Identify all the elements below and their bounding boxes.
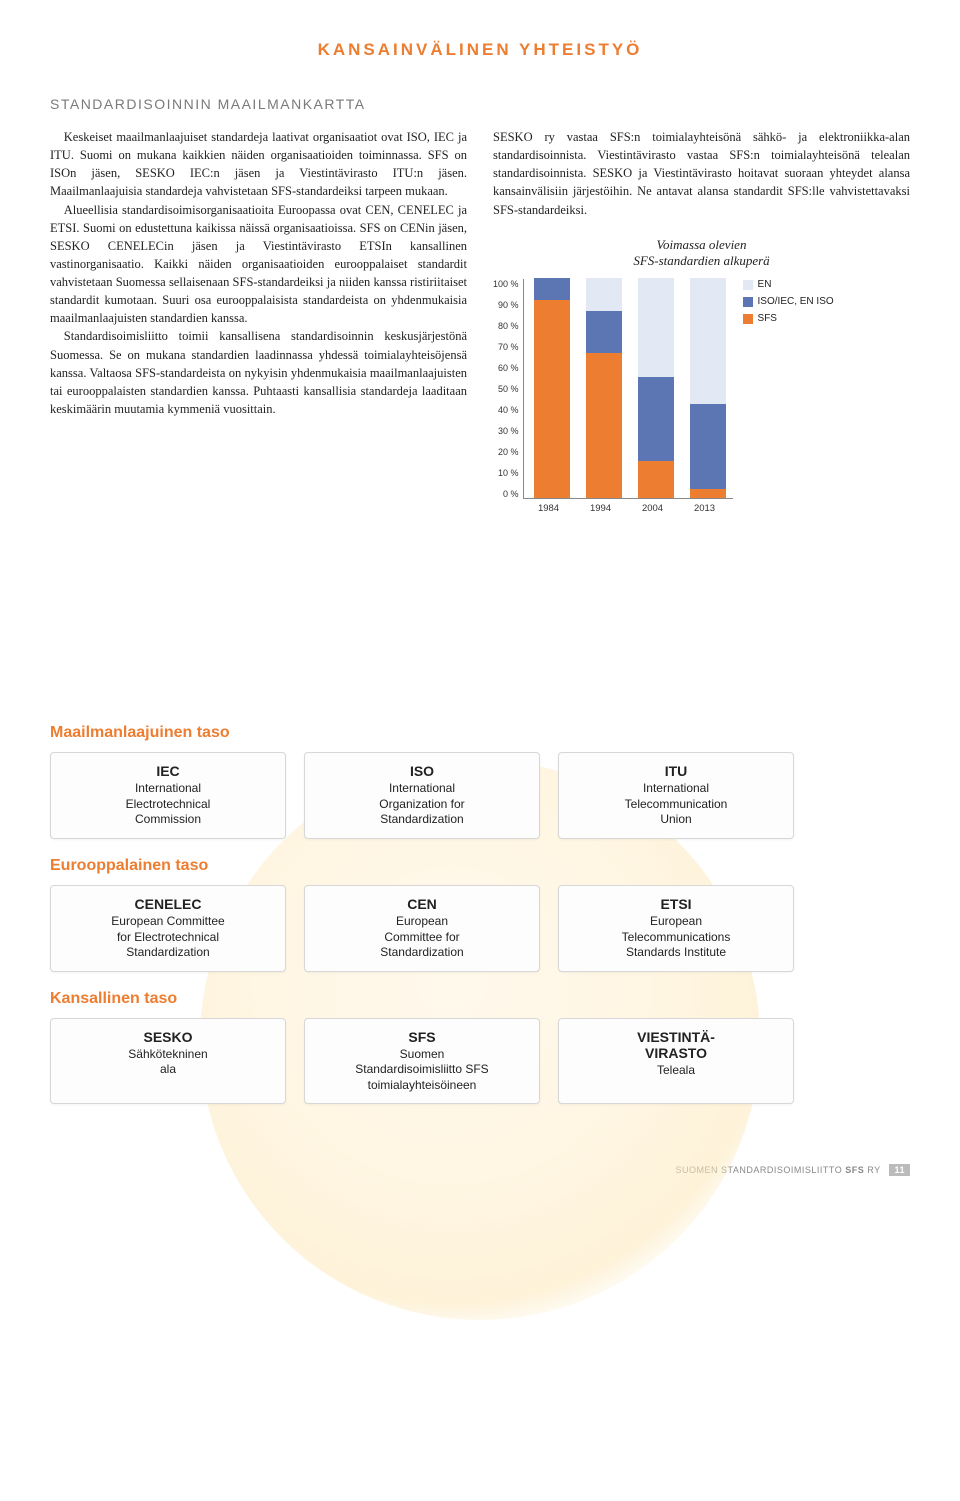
y-tick: 40 % xyxy=(498,405,519,415)
org-name: SESKO xyxy=(59,1029,277,1045)
y-axis: 100 % 90 % 80 % 70 % 60 % 50 % 40 % 30 % 20 % 10 … xyxy=(493,279,523,499)
level-title: Maailmanlaajuinen taso xyxy=(50,724,910,742)
y-tick: 90 % xyxy=(498,300,519,310)
org-name: CENELEC xyxy=(59,896,277,912)
card-row: SESKO Sähkötekninenala SFS SuomenStandardis… xyxy=(50,1018,910,1105)
org-card: ETSI EuropeanTelecommunicationsStandards … xyxy=(558,885,794,972)
level-title: Kansallinen taso xyxy=(50,990,910,1008)
level-title: Eurooppalainen taso xyxy=(50,857,910,875)
para-3: Standardisoimisliitto toimii kansallisen… xyxy=(50,327,467,418)
card-row: CENELEC European Committeefor Electrotech… xyxy=(50,885,910,972)
card-row: IEC InternationalElectrotechnicalCommissi… xyxy=(50,752,910,839)
org-card: CENELEC European Committeefor Electrotech… xyxy=(50,885,286,972)
org-card: ISO InternationalOrganization forStandard… xyxy=(304,752,540,839)
levels-section: Maailmanlaajuinen taso IEC InternationalEl… xyxy=(50,724,910,1104)
org-name: SFS xyxy=(313,1029,531,1045)
org-name: ITU xyxy=(567,763,785,779)
seg-iso xyxy=(534,278,570,300)
org-desc: InternationalElectrotechnicalCommission xyxy=(59,781,277,828)
y-tick: 70 % xyxy=(498,342,519,352)
org-desc: Sähkötekninenala xyxy=(59,1047,277,1078)
seg-iso xyxy=(638,377,674,461)
para-right: SESKO ry vastaa SFS:n toimialayhteisönä … xyxy=(493,128,910,219)
org-card: VIESTINTÄ-VIRASTO Teleala xyxy=(558,1018,794,1105)
org-card: ITU InternationalTelecommunicationUnion xyxy=(558,752,794,839)
bar-1984 xyxy=(534,278,570,498)
org-name: IEC xyxy=(59,763,277,779)
seg-en xyxy=(638,278,674,377)
para-1: Keskeiset maailmanlaajuiset standardeja … xyxy=(50,128,467,201)
legend-en: EN xyxy=(758,279,772,290)
y-tick: 50 % xyxy=(498,384,519,394)
section-title: STANDARDISOINNIN MAAILMANKARTTA xyxy=(50,96,910,112)
org-name: VIESTINTÄ-VIRASTO xyxy=(567,1029,785,1061)
left-column: Keskeiset maailmanlaajuiset standardeja … xyxy=(50,128,467,514)
y-tick: 30 % xyxy=(498,426,519,436)
org-desc: InternationalOrganization forStandardiza… xyxy=(313,781,531,828)
org-card: IEC InternationalElectrotechnicalCommissi… xyxy=(50,752,286,839)
y-tick: 10 % xyxy=(498,468,519,478)
x-tick: 1994 xyxy=(575,503,627,514)
y-tick: 0 % xyxy=(503,489,519,499)
y-tick: 100 % xyxy=(493,279,519,289)
para-2: Alueellisia standardisoimisorganisaatioi… xyxy=(50,201,467,328)
org-name: ETSI xyxy=(567,896,785,912)
org-card: SESKO Sähkötekninenala xyxy=(50,1018,286,1105)
org-desc: InternationalTelecommunicationUnion xyxy=(567,781,785,828)
seg-en xyxy=(586,278,622,311)
footer-bold: SFS xyxy=(845,1165,864,1175)
org-name: CEN xyxy=(313,896,531,912)
legend-sfs: SFS xyxy=(758,313,777,324)
seg-sfs xyxy=(690,489,726,498)
x-axis: 1984199420042013 xyxy=(523,503,733,514)
footer-suffix: RY xyxy=(867,1165,880,1175)
y-tick: 60 % xyxy=(498,363,519,373)
chart-title-2: SFS-standardien alkuperä xyxy=(633,253,769,268)
seg-sfs xyxy=(534,300,570,498)
chart-title-1: Voimassa olevien xyxy=(657,237,747,252)
org-card: SFS SuomenStandardisoimisliitto SFStoimia… xyxy=(304,1018,540,1105)
org-name: ISO xyxy=(313,763,531,779)
swatch-sfs xyxy=(743,314,753,324)
bar-chart: Voimassa olevien SFS-standardien alkuper… xyxy=(493,237,910,515)
right-column: SESKO ry vastaa SFS:n toimialayhteisönä … xyxy=(493,128,910,514)
swatch-en xyxy=(743,280,753,290)
bar-2004 xyxy=(638,278,674,498)
y-tick: 80 % xyxy=(498,321,519,331)
bar-1994 xyxy=(586,278,622,498)
x-tick: 2013 xyxy=(679,503,731,514)
org-desc: European Committeefor ElectrotechnicalSt… xyxy=(59,914,277,961)
x-tick: 1984 xyxy=(523,503,575,514)
org-desc: SuomenStandardisoimisliitto SFStoimialay… xyxy=(313,1047,531,1094)
seg-sfs xyxy=(638,461,674,498)
plot-area xyxy=(523,279,733,499)
org-desc: EuropeanTelecommunicationsStandards Inst… xyxy=(567,914,785,961)
seg-iso xyxy=(690,404,726,490)
seg-sfs xyxy=(586,353,622,498)
page-header: KANSAINVÄLINEN YHTEISTYÖ xyxy=(50,40,910,60)
seg-iso xyxy=(586,311,622,353)
org-card: CEN EuropeanCommittee forStandardization xyxy=(304,885,540,972)
bar-2013 xyxy=(690,278,726,498)
y-tick: 20 % xyxy=(498,447,519,457)
legend: EN ISO/IEC, EN ISO SFS xyxy=(743,279,834,514)
swatch-iso xyxy=(743,297,753,307)
legend-iso: ISO/IEC, EN ISO xyxy=(758,296,834,307)
org-desc: EuropeanCommittee forStandardization xyxy=(313,914,531,961)
seg-en xyxy=(690,278,726,403)
org-desc: Teleala xyxy=(567,1063,785,1079)
page-number: 11 xyxy=(889,1164,910,1176)
x-tick: 2004 xyxy=(627,503,679,514)
